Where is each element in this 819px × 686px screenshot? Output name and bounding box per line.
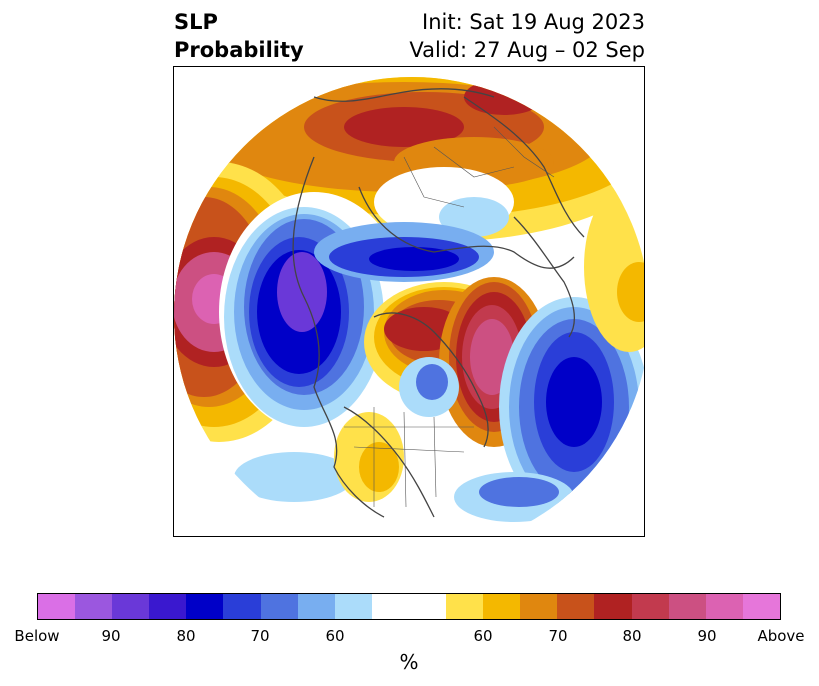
title-subtitle: Probability — [174, 38, 304, 62]
coastlines — [292, 88, 585, 518]
cb-label-above-90: 90 — [697, 627, 717, 645]
cb-label-below-90: 90 — [101, 627, 121, 645]
cb-label-below-60: 60 — [325, 627, 345, 645]
colorbar-cell — [112, 594, 150, 619]
colorbar-unit: % — [399, 650, 419, 674]
colorbar-cell — [75, 594, 113, 619]
colorbar-cell — [483, 594, 521, 619]
colorbar-cell — [408, 594, 447, 619]
colorbar-cell — [371, 594, 409, 619]
cb-label-above-80: 80 — [622, 627, 642, 645]
cb-label-below: Below — [14, 627, 60, 645]
colorbar-cell — [594, 594, 632, 619]
colorbar-cell — [297, 594, 335, 619]
colorbar-cell — [260, 594, 298, 619]
colorbar-cell — [742, 594, 780, 619]
colorbar-cell — [446, 594, 484, 619]
polar-map — [173, 66, 645, 537]
valid-range: Valid: 27 Aug – 02 Sep — [409, 38, 645, 62]
cb-label-below-80: 80 — [176, 627, 196, 645]
title-right: Init: Sat 19 Aug 2023 Valid: 27 Aug – 02… — [409, 8, 645, 64]
title-left: SLP Probability — [174, 8, 304, 64]
colorbar-cell — [334, 594, 372, 619]
probability-field — [174, 77, 644, 536]
colorbar — [37, 593, 781, 620]
cb-label-above: Above — [757, 627, 805, 645]
cb-label-above-70: 70 — [548, 627, 568, 645]
colorbar-cell — [520, 594, 558, 619]
colorbar-cell — [557, 594, 595, 619]
cb-label-above-60: 60 — [473, 627, 493, 645]
init-date: Init: Sat 19 Aug 2023 — [422, 10, 645, 34]
borders — [344, 126, 555, 508]
hemisphere-disc — [174, 77, 644, 536]
colorbar-cell — [38, 594, 76, 619]
cb-label-below-70: 70 — [250, 627, 270, 645]
colorbar-cell — [631, 594, 669, 619]
colorbar-cell — [223, 594, 261, 619]
title-variable: SLP — [174, 10, 218, 34]
colorbar-cell — [705, 594, 743, 619]
colorbar-cell — [149, 594, 187, 619]
colorbar-cell — [186, 594, 224, 619]
colorbar-cell — [668, 594, 706, 619]
